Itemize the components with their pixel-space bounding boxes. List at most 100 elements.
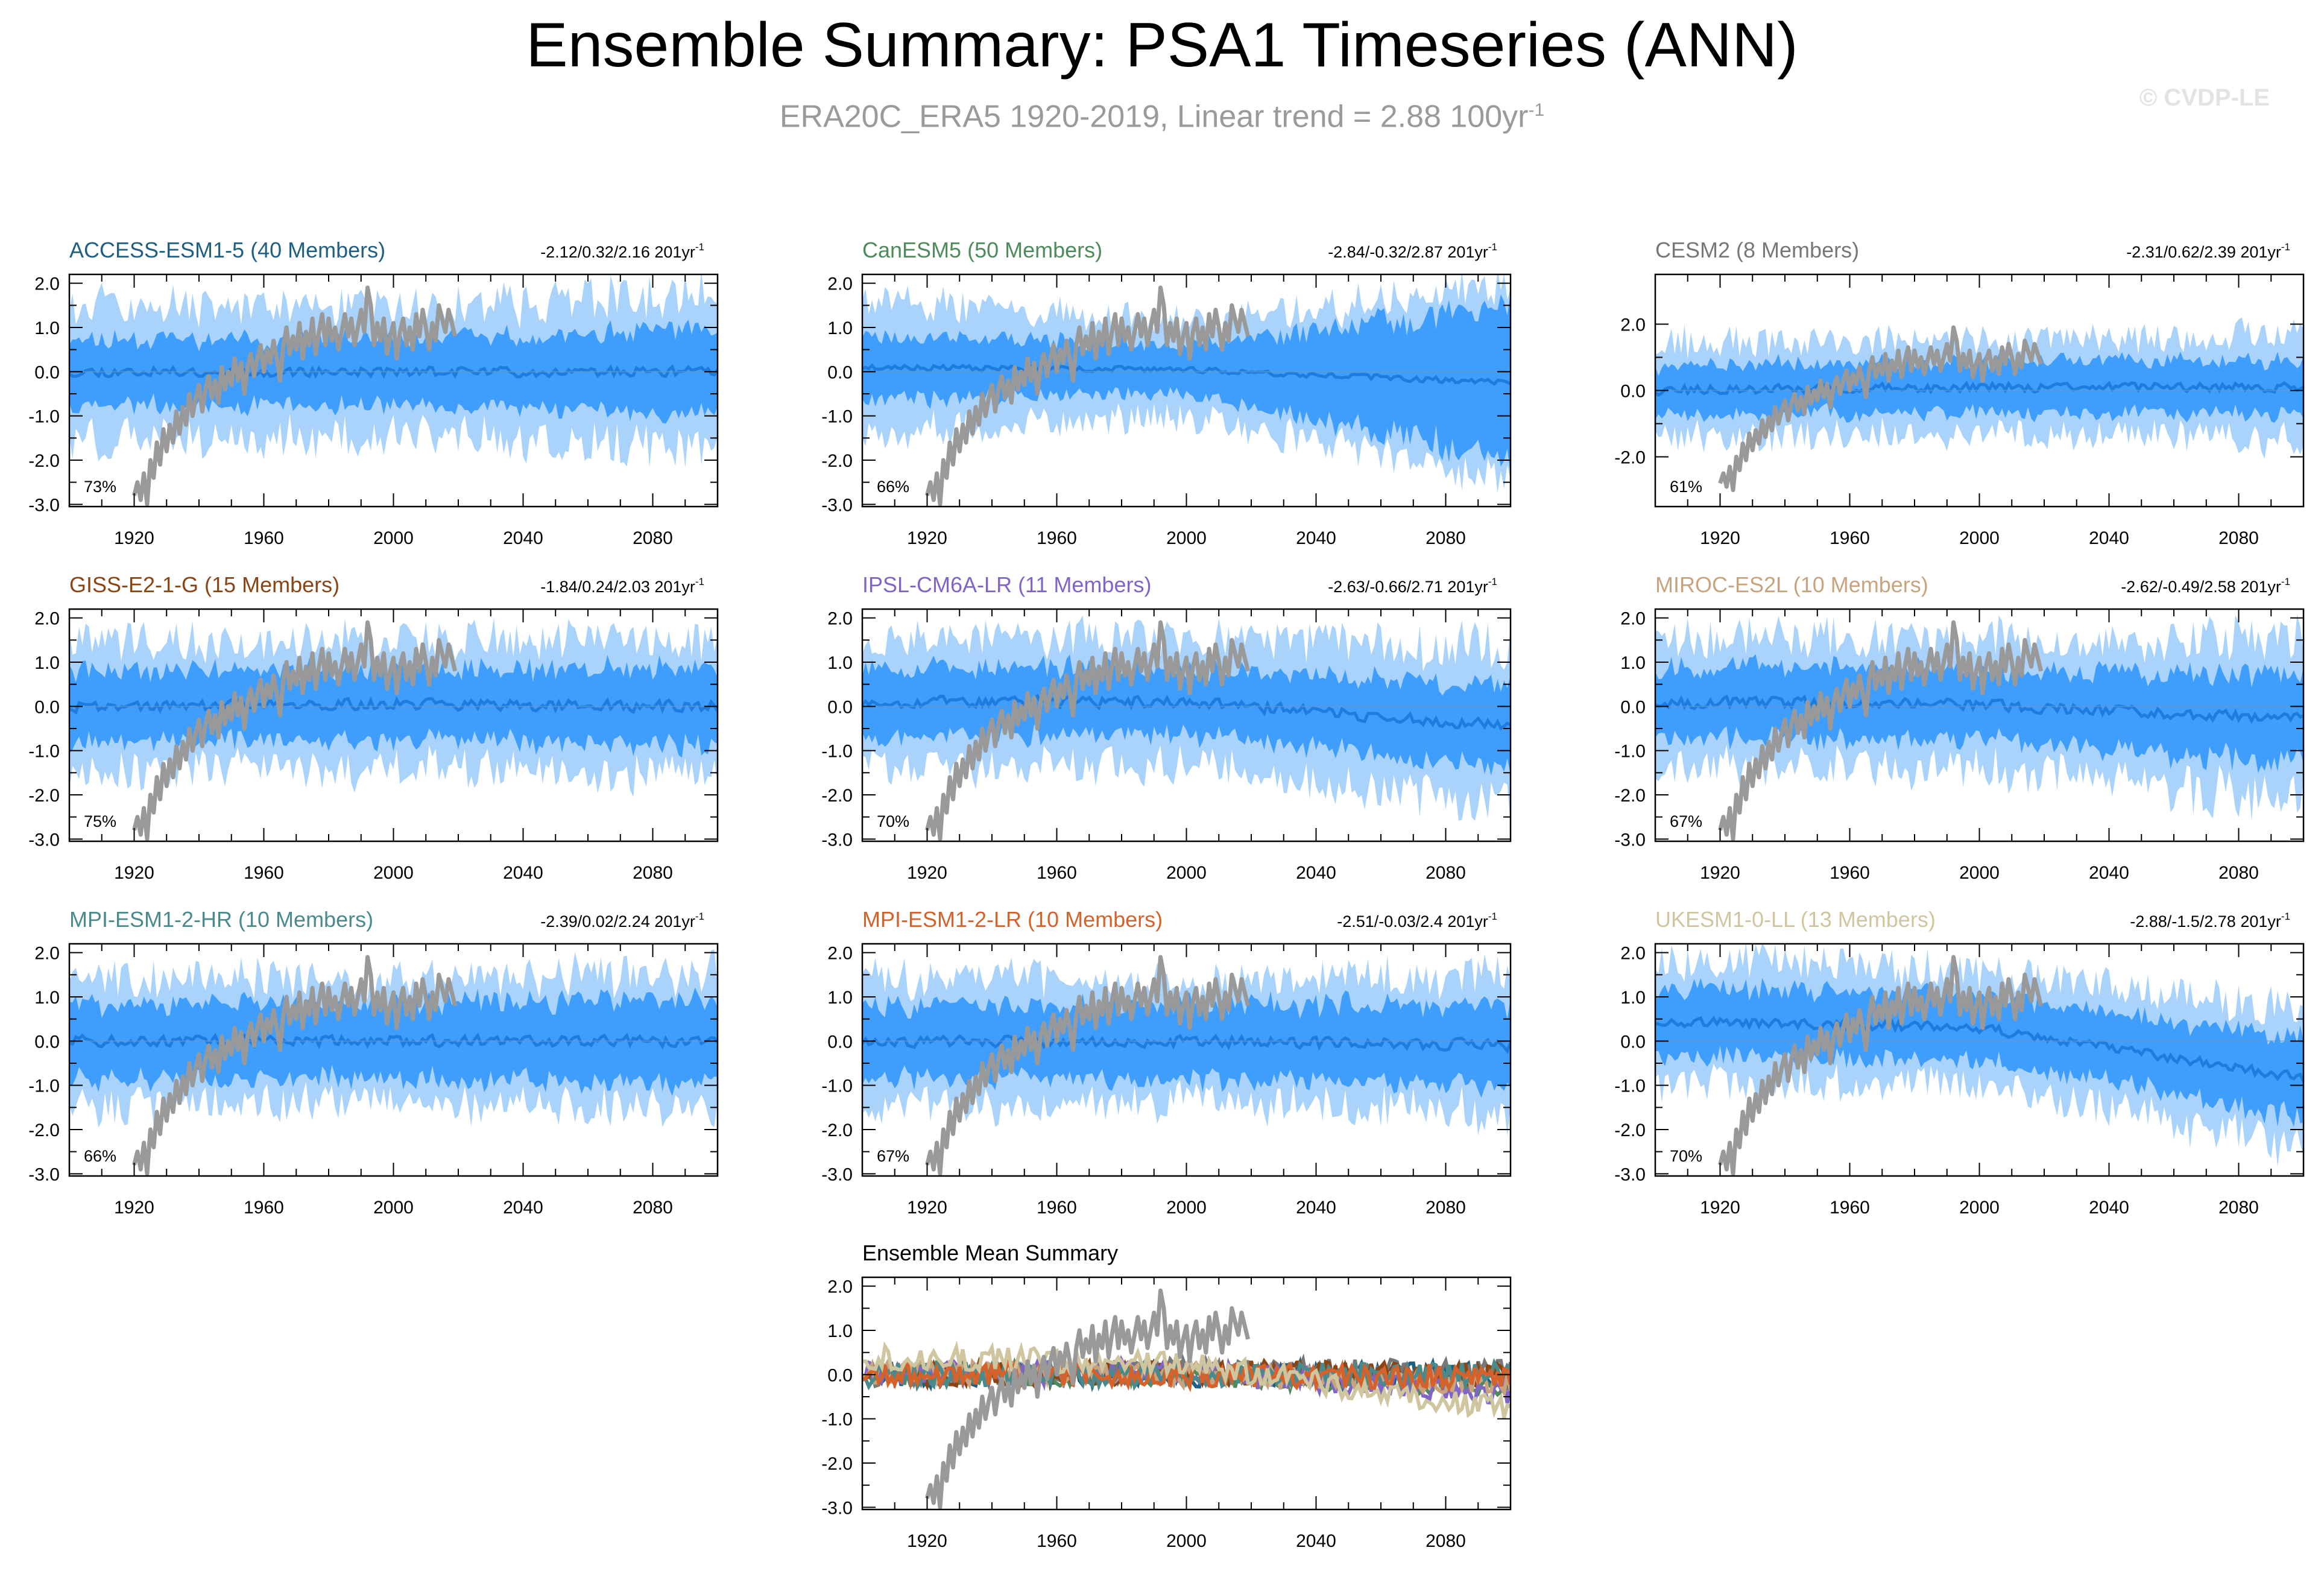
y-tick-label: 0.0 (827, 362, 853, 382)
y-tick-label: 1.0 (34, 318, 60, 338)
x-tick-label: 2000 (1166, 1198, 1207, 1218)
ensemble-mean-line (862, 1034, 1511, 1054)
percent-label: 66% (84, 1147, 116, 1165)
x-tick-label: 2040 (2089, 528, 2129, 548)
x-tick-label: 2080 (1426, 1531, 1466, 1551)
panel-miroc: 1920 1960 2000 2040 2080 -3.0 -2.0 -1.0 0.0 1.0 2.… (1614, 572, 2305, 883)
plot-area (69, 618, 718, 841)
trend-summary: -2.39/0.02/2.24 201yr-1 (540, 911, 704, 931)
trend-superscript: -1 (2281, 911, 2290, 922)
observation-line (1718, 325, 2043, 492)
y-tick-label: 2.0 (34, 609, 60, 629)
y-tick-label: 2.0 (34, 274, 60, 294)
inner-spread-band (862, 654, 1511, 776)
y-tick-label: 0.0 (827, 697, 853, 717)
plot-area (862, 615, 1511, 841)
panel-ensmean: 1920 1960 2000 2040 2080 -3.0 -2.0 -1.0 0.0 1.0 2.… (821, 1241, 1512, 1551)
panel-mpilr: 1920 1960 2000 2040 2080 -3.0 -2.0 -1.0 0.0 1.0 2.… (821, 907, 1512, 1218)
inner-spread-band (862, 292, 1511, 475)
y-tick-label: 0.0 (34, 362, 60, 382)
percent-label: 67% (877, 1147, 909, 1165)
trend-summary: -2.88/-1.5/2.78 201yr-1 (2130, 911, 2290, 931)
trend-summary: -2.51/-0.03/2.4 201yr-1 (1337, 911, 1497, 931)
x-tick-label: 2080 (633, 1198, 673, 1218)
x-tick-label: 1920 (907, 1198, 947, 1218)
y-tick-label: 0.0 (827, 1365, 853, 1385)
y-tick-label: 2.0 (827, 274, 853, 294)
x-tick-label: 2040 (503, 528, 543, 548)
observation-line (925, 285, 1251, 507)
x-tick-label: 2040 (2089, 1198, 2129, 1218)
x-tick-label: 2000 (373, 1198, 414, 1218)
observation-line (132, 620, 458, 841)
inner-spread-band (1655, 654, 2303, 773)
ensemble-mean-line (69, 1032, 718, 1050)
plot-area (862, 954, 1511, 1176)
plot-area (862, 274, 1511, 507)
y-tick-label: -1.0 (28, 407, 60, 427)
y-tick-label: 1.0 (1620, 653, 1646, 673)
percent-label: 61% (1670, 478, 1702, 496)
y-tick-label: -2.0 (28, 1121, 60, 1140)
trend-summary: -2.63/-0.66/2.71 201yr-1 (1328, 576, 1497, 596)
y-tick-label: -3.0 (821, 1165, 853, 1184)
trend-superscript: -1 (1488, 911, 1497, 922)
trend-values: -2.88/-1.5/2.78 201yr (2130, 912, 2281, 931)
y-tick-label: -3.0 (821, 495, 853, 515)
panel-title: UKESM1-0-LL (13 Members) (1655, 907, 1936, 932)
ensemble-mean-line (1655, 1016, 2303, 1083)
panel-ipsl: 1920 1960 2000 2040 2080 -3.0 -2.0 -1.0 0.0 1.0 2.… (821, 572, 1512, 883)
ensemble-mean-line (1655, 380, 2303, 397)
trend-values: -1.84/0.24/2.03 201yr (540, 578, 695, 596)
trend-summary: -2.12/0.32/2.16 201yr-1 (540, 241, 704, 261)
panel-title: CanESM5 (50 Members) (862, 238, 1102, 262)
trend-superscript: -1 (2281, 241, 2290, 253)
trend-summary: -2.62/-0.49/2.58 201yr-1 (2121, 576, 2290, 596)
y-tick-label: -1.0 (821, 1076, 853, 1096)
y-tick-label: -2.0 (821, 786, 853, 806)
y-tick-label: -2.0 (28, 451, 60, 471)
subtitle-superscript: -1 (1528, 100, 1545, 120)
plot-area (1655, 317, 2303, 492)
main-title: Ensemble Summary: PSA1 Timeseries (ANN) (526, 10, 1798, 80)
x-tick-label: 1920 (114, 863, 154, 883)
x-tick-label: 2080 (1426, 1198, 1466, 1218)
y-tick-label: 2.0 (34, 944, 60, 964)
panel-giss: 1920 1960 2000 2040 2080 -3.0 -2.0 -1.0 0.0 1.0 2.… (28, 572, 719, 883)
panel-title: MPI-ESM1-2-HR (10 Members) (69, 907, 373, 932)
panel-mpihr: 1920 1960 2000 2040 2080 -3.0 -2.0 -1.0 0.0 1.0 2.… (28, 907, 719, 1218)
percent-label: 66% (877, 478, 909, 496)
panel-title: MIROC-ES2L (10 Members) (1655, 572, 1928, 597)
x-tick-label: 1920 (114, 528, 154, 548)
x-tick-label: 1920 (907, 528, 947, 548)
y-tick-label: 2.0 (827, 609, 853, 629)
x-tick-label: 1960 (244, 863, 284, 883)
panel-cesm2: 1920 1960 2000 2040 2080 -2.0 0.0 2.0 CESM2 (8 M… (1614, 238, 2305, 548)
x-tick-label: 2040 (2089, 863, 2129, 883)
percent-label: 67% (1670, 812, 1702, 830)
observation-line (132, 955, 458, 1176)
y-tick-label: -3.0 (28, 1165, 60, 1184)
y-tick-label: -3.0 (28, 830, 60, 850)
x-tick-label: 2000 (373, 528, 414, 548)
observation-line (1718, 955, 2044, 1176)
x-tick-label: 2000 (1959, 863, 2000, 883)
y-tick-label: -2.0 (821, 451, 853, 471)
x-tick-label: 2040 (1296, 1531, 1336, 1551)
ensemble-mean-line (862, 363, 1511, 386)
panel-title: Ensemble Mean Summary (862, 1241, 1118, 1265)
panel-title: IPSL-CM6A-LR (11 Members) (862, 572, 1151, 597)
x-tick-label: 1960 (1037, 1531, 1077, 1551)
y-tick-label: 2.0 (1620, 944, 1646, 964)
y-tick-label: -1.0 (1614, 1076, 1646, 1096)
y-tick-label: -2.0 (1614, 1121, 1646, 1140)
trend-values: -2.84/-0.32/2.87 201yr (1328, 243, 1488, 261)
y-tick-label: 1.0 (1620, 988, 1646, 1008)
trend-superscript: -1 (2281, 576, 2290, 587)
x-tick-label: 1960 (1037, 528, 1077, 548)
y-tick-label: 1.0 (827, 1321, 853, 1341)
y-tick-label: -1.0 (821, 742, 853, 762)
plot-area (1655, 944, 2303, 1176)
y-tick-label: -2.0 (1614, 448, 1646, 468)
x-tick-label: 1920 (1700, 1198, 1740, 1218)
